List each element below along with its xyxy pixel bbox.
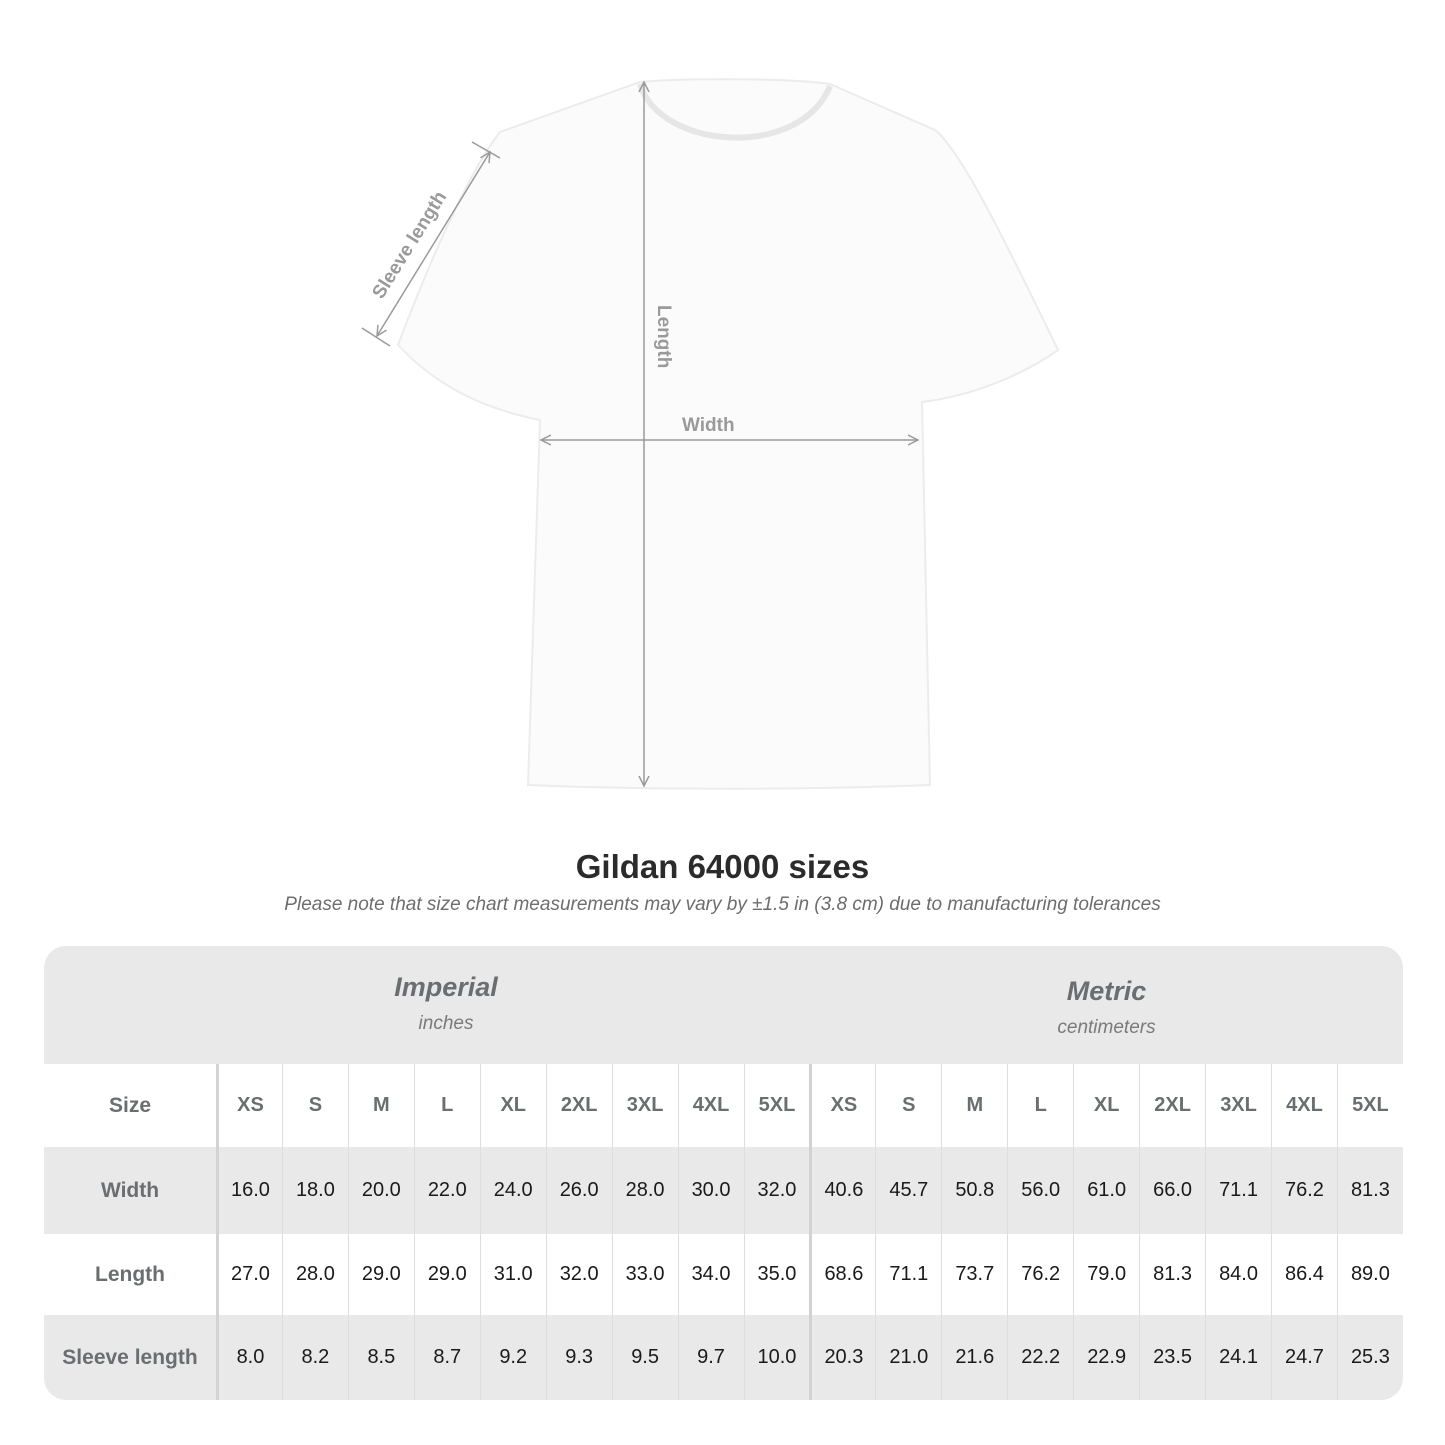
table-cell: 81.3 bbox=[1139, 1234, 1205, 1315]
size-header-cell: S bbox=[875, 1064, 941, 1147]
table-cell: 61.0 bbox=[1073, 1147, 1139, 1234]
table-cell: 29.0 bbox=[413, 1234, 480, 1315]
size-header-cell: M bbox=[347, 1064, 414, 1147]
table-cell: 28.0 bbox=[611, 1147, 678, 1234]
size-label: Size bbox=[108, 1093, 152, 1117]
size-header-cell: 5XL bbox=[743, 1064, 810, 1147]
table-cell: 30.0 bbox=[677, 1147, 744, 1234]
table-cell: 33.0 bbox=[611, 1234, 678, 1315]
tshirt-shape bbox=[396, 78, 1060, 790]
tolerance-note: Please note that size chart measurements… bbox=[284, 894, 1161, 915]
table-cell: 8.5 bbox=[347, 1315, 414, 1400]
size-header-cell: XL bbox=[1073, 1064, 1139, 1147]
size-header-cell: 4XL bbox=[1271, 1064, 1337, 1147]
size-header-cell: 4XL bbox=[677, 1064, 744, 1147]
table-cell: 66.0 bbox=[1139, 1147, 1205, 1234]
table-cell: 21.6 bbox=[941, 1315, 1007, 1400]
size-table: Imperial inches Metric centimeters Size … bbox=[44, 946, 1403, 1400]
size-header-cell: S bbox=[281, 1064, 348, 1147]
table-cell: 8.7 bbox=[413, 1315, 480, 1400]
imperial-label: Imperial bbox=[394, 972, 498, 1002]
table-cell: 50.8 bbox=[941, 1147, 1007, 1234]
table-cell: 22.2 bbox=[1007, 1315, 1073, 1400]
table-cell: 40.6 bbox=[809, 1147, 875, 1234]
table-cell: 9.7 bbox=[677, 1315, 744, 1400]
row-label: Length bbox=[95, 1262, 165, 1286]
imperial-unit: inches bbox=[418, 1013, 474, 1034]
size-row: Size XS S M L XL 2XL 3XL 4XL 5XL XS S M L XL 2XL 3XL 4XL… bbox=[44, 1064, 1403, 1147]
size-header-cell: 2XL bbox=[545, 1064, 612, 1147]
table-cell: 73.7 bbox=[941, 1234, 1007, 1315]
table-cell: 79.0 bbox=[1073, 1234, 1139, 1315]
metric-header: Metric centimeters bbox=[810, 946, 1403, 1094]
table-cell: 86.4 bbox=[1271, 1234, 1337, 1315]
table-cell: 24.1 bbox=[1205, 1315, 1271, 1400]
table-cell: 22.0 bbox=[413, 1147, 480, 1234]
table-cell: 71.1 bbox=[875, 1234, 941, 1315]
size-header-cell: XS bbox=[216, 1064, 282, 1147]
table-cell: 24.0 bbox=[479, 1147, 546, 1234]
size-header-cell: L bbox=[413, 1064, 480, 1147]
table-cell: 8.2 bbox=[281, 1315, 348, 1400]
table-cell: 9.5 bbox=[611, 1315, 678, 1400]
row-label: Width bbox=[100, 1178, 160, 1202]
size-header-cell: XS bbox=[809, 1064, 875, 1147]
table-cell: 84.0 bbox=[1205, 1234, 1271, 1315]
size-header-cell: XL bbox=[479, 1064, 546, 1147]
table-cell: 34.0 bbox=[677, 1234, 744, 1315]
row-label: Sleeve length bbox=[62, 1345, 198, 1369]
size-header-cell: L bbox=[1007, 1064, 1073, 1147]
table-cell: 20.0 bbox=[347, 1147, 414, 1234]
table-cell: 16.0 bbox=[216, 1147, 282, 1234]
table-cell: 8.0 bbox=[216, 1315, 282, 1400]
imperial-header: Imperial inches bbox=[216, 946, 676, 1090]
table-cell: 24.7 bbox=[1271, 1315, 1337, 1400]
table-cell: 9.3 bbox=[545, 1315, 612, 1400]
page-title: Gildan 64000 sizes bbox=[575, 848, 870, 885]
table-cell: 10.0 bbox=[743, 1315, 810, 1400]
table-cell: 56.0 bbox=[1007, 1147, 1073, 1234]
tshirt-diagram: Sleeve length Length Width bbox=[361, 78, 1060, 790]
size-header-cell: M bbox=[941, 1064, 1007, 1147]
table-cell: 28.0 bbox=[281, 1234, 348, 1315]
table-cell: 22.9 bbox=[1073, 1315, 1139, 1400]
table-cell: 68.6 bbox=[809, 1234, 875, 1315]
table-cell: 20.3 bbox=[809, 1315, 875, 1400]
table-cell: 35.0 bbox=[743, 1234, 810, 1315]
table-cell: 89.0 bbox=[1336, 1234, 1403, 1315]
table-cell: 25.3 bbox=[1336, 1315, 1403, 1400]
table-cell: 27.0 bbox=[216, 1234, 282, 1315]
size-header-cell: 3XL bbox=[1205, 1064, 1271, 1147]
table-cell: 32.0 bbox=[743, 1147, 810, 1234]
metric-label: Metric bbox=[1066, 976, 1147, 1006]
size-header-cell: 2XL bbox=[1139, 1064, 1205, 1147]
table-cell: 21.0 bbox=[875, 1315, 941, 1400]
table-cell: 29.0 bbox=[347, 1234, 414, 1315]
size-header-cell: 3XL bbox=[611, 1064, 678, 1147]
table-row: Width 16.0 18.0 20.0 22.0 24.0 26.0 28.0 30.0 32.… bbox=[44, 1147, 1403, 1234]
size-header-cell: 5XL bbox=[1336, 1064, 1403, 1147]
table-cell: 31.0 bbox=[479, 1234, 546, 1315]
table-cell: 76.2 bbox=[1271, 1147, 1337, 1234]
table-row: Sleeve length 8.0 8.2 8.5 8.7 9.2 9.3 9.5 9.7 10.… bbox=[44, 1315, 1403, 1400]
table-row: Length 27.0 28.0 29.0 29.0 31.0 32.0 33.0 34.0 35… bbox=[44, 1234, 1403, 1315]
table-cell: 81.3 bbox=[1336, 1147, 1403, 1234]
table-cell: 18.0 bbox=[281, 1147, 348, 1234]
table-cell: 71.1 bbox=[1205, 1147, 1271, 1234]
table-cell: 32.0 bbox=[545, 1234, 612, 1315]
table-cell: 9.2 bbox=[479, 1315, 546, 1400]
table-cell: 26.0 bbox=[545, 1147, 612, 1234]
width-label: Width bbox=[682, 415, 735, 436]
table-cell: 45.7 bbox=[875, 1147, 941, 1234]
metric-unit: centimeters bbox=[1057, 1017, 1156, 1038]
length-label: Length bbox=[653, 305, 674, 368]
table-cell: 23.5 bbox=[1139, 1315, 1205, 1400]
sleeve-arrow bbox=[377, 152, 490, 336]
table-cell: 76.2 bbox=[1007, 1234, 1073, 1315]
